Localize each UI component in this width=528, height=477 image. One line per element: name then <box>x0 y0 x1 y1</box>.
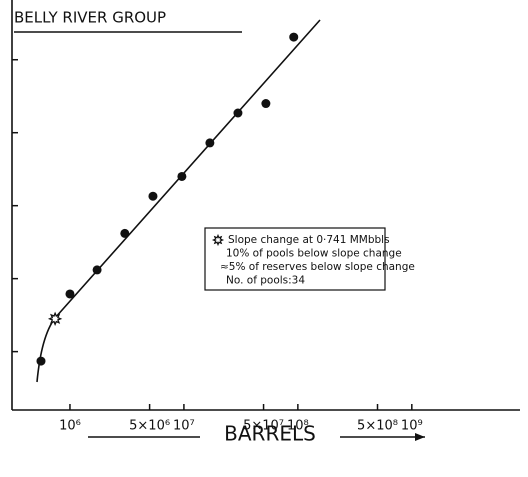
legend-text: No. of pools:34 <box>226 275 305 287</box>
point <box>177 171 187 181</box>
x-tick-label: 10⁹ <box>401 419 423 434</box>
legend-text: Slope change at 0·741 MMbbls <box>228 234 390 246</box>
x-tick-label: 5×10⁸ <box>357 419 398 434</box>
chart-title: BELLY RIVER GROUP <box>14 9 166 27</box>
legend-symbol <box>211 233 225 247</box>
arrow-head <box>415 433 425 441</box>
x-tick-label: 10⁷ <box>173 419 195 434</box>
point <box>148 191 158 201</box>
legend-box <box>204 227 386 291</box>
point <box>92 265 102 275</box>
legend-text: 10% of pools below slope change <box>226 248 402 260</box>
point <box>233 108 243 118</box>
point <box>65 289 75 299</box>
point <box>261 99 271 109</box>
x-tick-label: 10⁸ <box>287 419 309 434</box>
point <box>120 228 130 238</box>
x-axis-label: BARRELS <box>224 422 316 446</box>
point <box>289 32 299 42</box>
x-tick-label: 5×10⁶ <box>129 419 170 434</box>
point <box>205 138 215 148</box>
point <box>36 356 46 366</box>
x-tick-label: 10⁶ <box>59 419 81 434</box>
x-tick-label: 5×10⁷ <box>243 419 284 434</box>
legend-text: ≈5% of reserves below slope change <box>220 261 415 273</box>
fit-curve <box>36 19 321 383</box>
point-open <box>47 311 63 326</box>
